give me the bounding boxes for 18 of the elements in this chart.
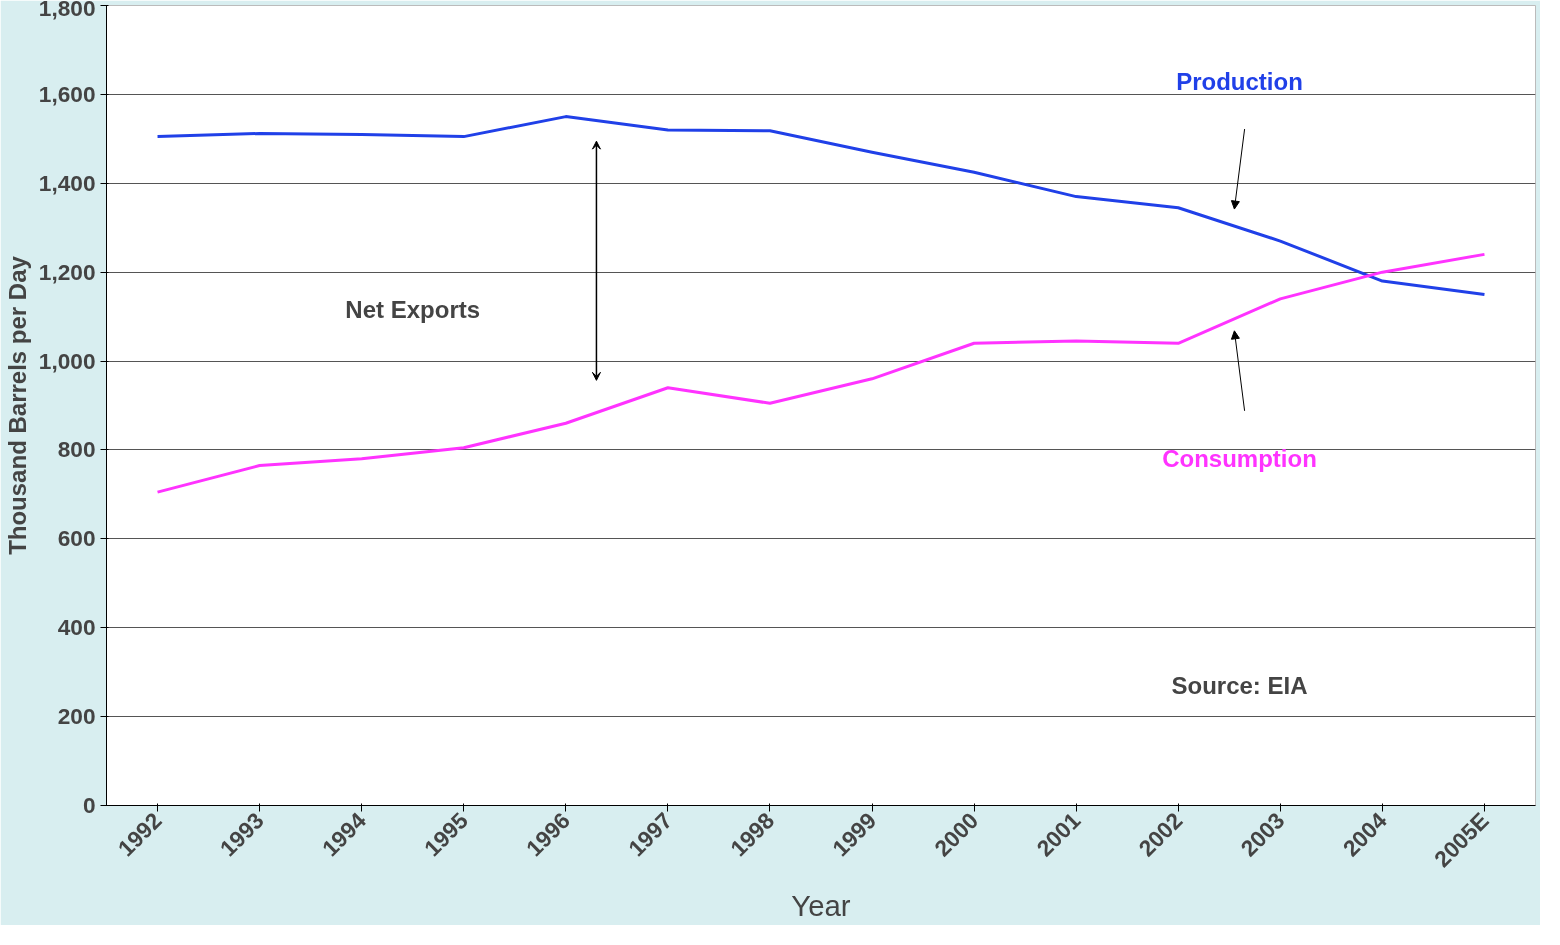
text: Production [1176, 67, 1303, 95]
y-tick-label: 800 [57, 436, 96, 463]
y-tick-label: 1,800 [38, 0, 96, 21]
text: Consumption [1162, 445, 1317, 473]
annotation: Source: EIA [1171, 672, 1308, 699]
y-axis-title: Thousand Barrels per Day [3, 255, 31, 555]
y-tick-label: 1,000 [38, 347, 96, 374]
x-axis-title: Year [791, 889, 851, 923]
y-tick-label: 200 [57, 703, 96, 730]
y-tick-label: 1,600 [38, 80, 96, 107]
line-series [156, 252, 1486, 494]
line-series [156, 115, 1486, 296]
y-tick-label: 400 [57, 614, 96, 641]
y-tick-label: 1,400 [38, 169, 96, 196]
y-tick-label: 0 [82, 792, 96, 818]
annotation: Net Exports [345, 296, 481, 324]
y-tick-label: 1,200 [38, 258, 96, 285]
y-tick-label: 600 [57, 525, 96, 552]
